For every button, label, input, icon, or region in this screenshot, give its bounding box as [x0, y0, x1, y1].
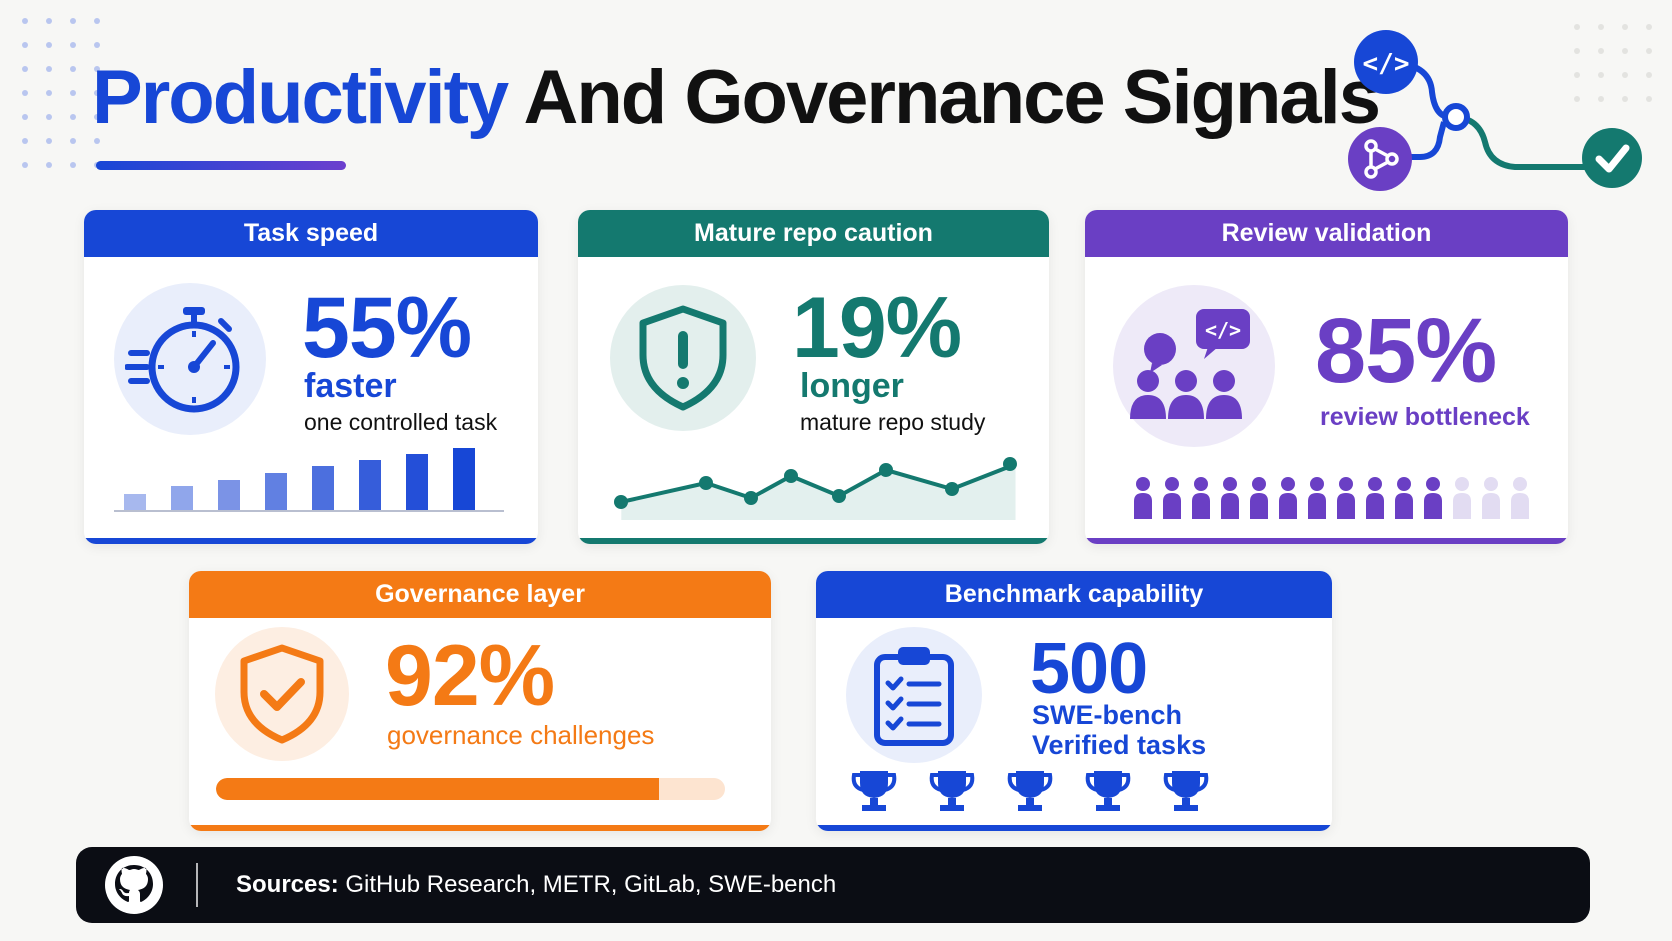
- stat-label-line1: SWE-bench: [1032, 700, 1183, 730]
- stopwatch-icon: [114, 283, 266, 435]
- person-filled-icon: [1366, 477, 1384, 519]
- benchmark-capability-card: Benchmark capability 500 SWE-bench Verif…: [816, 571, 1332, 831]
- people-ratio-graphic: [1134, 477, 1529, 519]
- governance-layer-card: Governance layer 92% governance challeng…: [189, 571, 771, 831]
- task-speed-card: Task speed 55% faster one controlled tas…: [84, 210, 538, 544]
- trophy-icon: [1085, 771, 1131, 811]
- stat-value: 92%: [385, 628, 555, 724]
- page-title: Productivity And Governance Signals: [92, 54, 1382, 141]
- svg-text:</>: </>: [1205, 318, 1241, 342]
- trend-line-graphic: [614, 457, 1017, 520]
- person-filled-icon: [1192, 477, 1210, 519]
- mature-repo-card: Mature repo caution 19% longer mature re…: [578, 210, 1049, 544]
- svg-text:</>: </>: [1363, 49, 1410, 79]
- branch-node-icon: [1348, 127, 1412, 191]
- card-header: Governance layer: [189, 571, 771, 618]
- review-validation-card: Review validation </> 85% review bottlen…: [1085, 210, 1568, 544]
- workflow-graphic: </>: [1348, 30, 1642, 191]
- person-empty-icon: [1511, 477, 1529, 519]
- person-empty-icon: [1453, 477, 1471, 519]
- stat-label-line2: Verified tasks: [1032, 730, 1207, 760]
- card-header: Task speed: [84, 210, 538, 257]
- code-node-icon: </>: [1354, 30, 1418, 94]
- stat-label: faster: [304, 367, 397, 405]
- decorative-dots-right: [1574, 24, 1652, 102]
- card-footer-bar: [816, 825, 1332, 831]
- card-footer-bar: [1085, 538, 1568, 544]
- person-filled-icon: [1395, 477, 1413, 519]
- person-filled-icon: [1134, 477, 1152, 519]
- person-filled-icon: [1424, 477, 1442, 519]
- sources-label: Sources:: [236, 871, 339, 898]
- junction-node: [1442, 103, 1470, 131]
- person-filled-icon: [1279, 477, 1297, 519]
- title-rest: And Governance Signals: [523, 55, 1382, 140]
- stat-label: longer: [800, 367, 904, 405]
- code-review-people-icon: </>: [1113, 285, 1275, 447]
- person-filled-icon: [1308, 477, 1326, 519]
- stat-label: governance challenges: [387, 720, 655, 750]
- trophy-icon: [1163, 771, 1209, 811]
- card-header: Mature repo caution: [578, 210, 1049, 257]
- card-footer-bar: [189, 825, 771, 831]
- clipboard-checklist-icon: [846, 627, 982, 763]
- title-underline: [96, 161, 346, 170]
- github-icon: [105, 856, 163, 914]
- governance-progress-bar: [216, 778, 725, 800]
- sources-list: GitHub Research, METR, GitLab, SWE-bench: [338, 871, 837, 898]
- progress-fill: [216, 778, 659, 800]
- stat-caption: mature repo study: [800, 409, 986, 435]
- card-header: Review validation: [1085, 210, 1568, 257]
- title-accent: Productivity: [92, 55, 509, 140]
- stat-label: review bottleneck: [1320, 403, 1530, 431]
- stat-value: 55%: [302, 280, 472, 376]
- sources-text: Sources: GitHub Research, METR, GitLab, …: [236, 847, 836, 923]
- rising-bars-graphic: [114, 448, 504, 512]
- person-empty-icon: [1482, 477, 1500, 519]
- person-filled-icon: [1163, 477, 1181, 519]
- card-header: Benchmark capability: [816, 571, 1332, 618]
- check-node-icon: [1582, 128, 1642, 188]
- card-footer-bar: [84, 538, 538, 544]
- sources-footer: Sources: GitHub Research, METR, GitLab, …: [76, 847, 1590, 923]
- stat-caption: one controlled task: [304, 409, 498, 435]
- decorative-dots-left: [22, 18, 100, 168]
- trophy-row-graphic: [851, 771, 1209, 811]
- shield-alert-icon: [610, 285, 756, 431]
- footer-divider: [196, 863, 198, 907]
- person-filled-icon: [1221, 477, 1239, 519]
- trophy-icon: [851, 771, 897, 811]
- stat-value: 19%: [792, 280, 962, 376]
- stat-value: 85%: [1315, 300, 1497, 402]
- person-filled-icon: [1250, 477, 1268, 519]
- trophy-icon: [929, 771, 975, 811]
- trophy-icon: [1007, 771, 1053, 811]
- stat-value: 500: [1030, 629, 1148, 709]
- card-footer-bar: [578, 538, 1049, 544]
- person-filled-icon: [1337, 477, 1355, 519]
- shield-check-icon: [215, 627, 349, 761]
